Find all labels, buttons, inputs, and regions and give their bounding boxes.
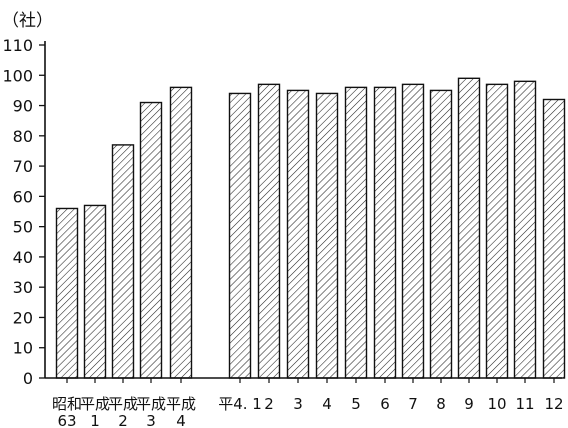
y-tick-label: 90 xyxy=(13,97,33,116)
y-tick-label: 0 xyxy=(23,369,33,388)
x-tick-label: 平成 xyxy=(108,395,138,413)
x-tick-label: 1 xyxy=(90,412,100,428)
y-tick-label: 30 xyxy=(13,278,33,297)
y-tick-label: 20 xyxy=(13,308,33,327)
bar xyxy=(139,101,163,379)
y-unit-label: （社） xyxy=(2,11,53,31)
x-tick-label: 平成 xyxy=(136,395,166,413)
x-tick-label: 平4. 1 xyxy=(218,395,262,413)
x-tick-label: 4 xyxy=(176,412,186,428)
x-tick-label: 12 xyxy=(544,395,563,413)
bar xyxy=(286,89,310,379)
bar xyxy=(429,89,453,379)
x-tick-label: 2 xyxy=(264,395,274,413)
bars xyxy=(55,77,566,379)
x-tick-label: 平成 xyxy=(80,395,110,413)
x-tick-label: 9 xyxy=(464,395,474,413)
y-tick-label: 40 xyxy=(13,248,33,267)
bar xyxy=(542,98,566,379)
x-tick-label: 10 xyxy=(487,395,506,413)
x-tick-label: 3 xyxy=(146,412,156,428)
bar xyxy=(513,80,537,379)
y-tick-label: 100 xyxy=(2,66,33,85)
y-tick-label: 70 xyxy=(13,157,33,176)
bar xyxy=(315,92,339,379)
x-tick-label: 平成 xyxy=(166,395,196,413)
bar xyxy=(111,144,135,379)
x-tick-label: 5 xyxy=(351,395,361,413)
bar xyxy=(169,86,193,379)
x-tick-label: 8 xyxy=(436,395,446,413)
x-tick-label: 3 xyxy=(293,395,303,413)
x-tick-label: 7 xyxy=(408,395,418,413)
bar xyxy=(83,204,107,379)
y-tick-label: 60 xyxy=(13,187,33,206)
bar xyxy=(457,77,481,379)
tick-labels: 0102030405060708090100110昭和63平成1平成2平成3平成… xyxy=(2,36,563,428)
x-tick-label: 昭和 xyxy=(52,395,82,413)
y-tick-label: 50 xyxy=(13,218,33,237)
x-tick-label: 11 xyxy=(515,395,534,413)
bar xyxy=(257,83,281,379)
y-tick-label: 80 xyxy=(13,127,33,146)
x-tick-label: 2 xyxy=(118,412,128,428)
bar xyxy=(373,86,397,379)
x-tick-label: 63 xyxy=(57,412,76,428)
bar xyxy=(344,86,368,379)
bar xyxy=(401,83,425,379)
bar xyxy=(228,92,252,379)
x-tick-label: 4 xyxy=(322,395,332,413)
bar xyxy=(485,83,509,379)
bar xyxy=(55,207,79,379)
y-tick-label: 110 xyxy=(2,36,33,55)
y-tick-label: 10 xyxy=(13,339,33,358)
x-tick-label: 6 xyxy=(380,395,390,413)
